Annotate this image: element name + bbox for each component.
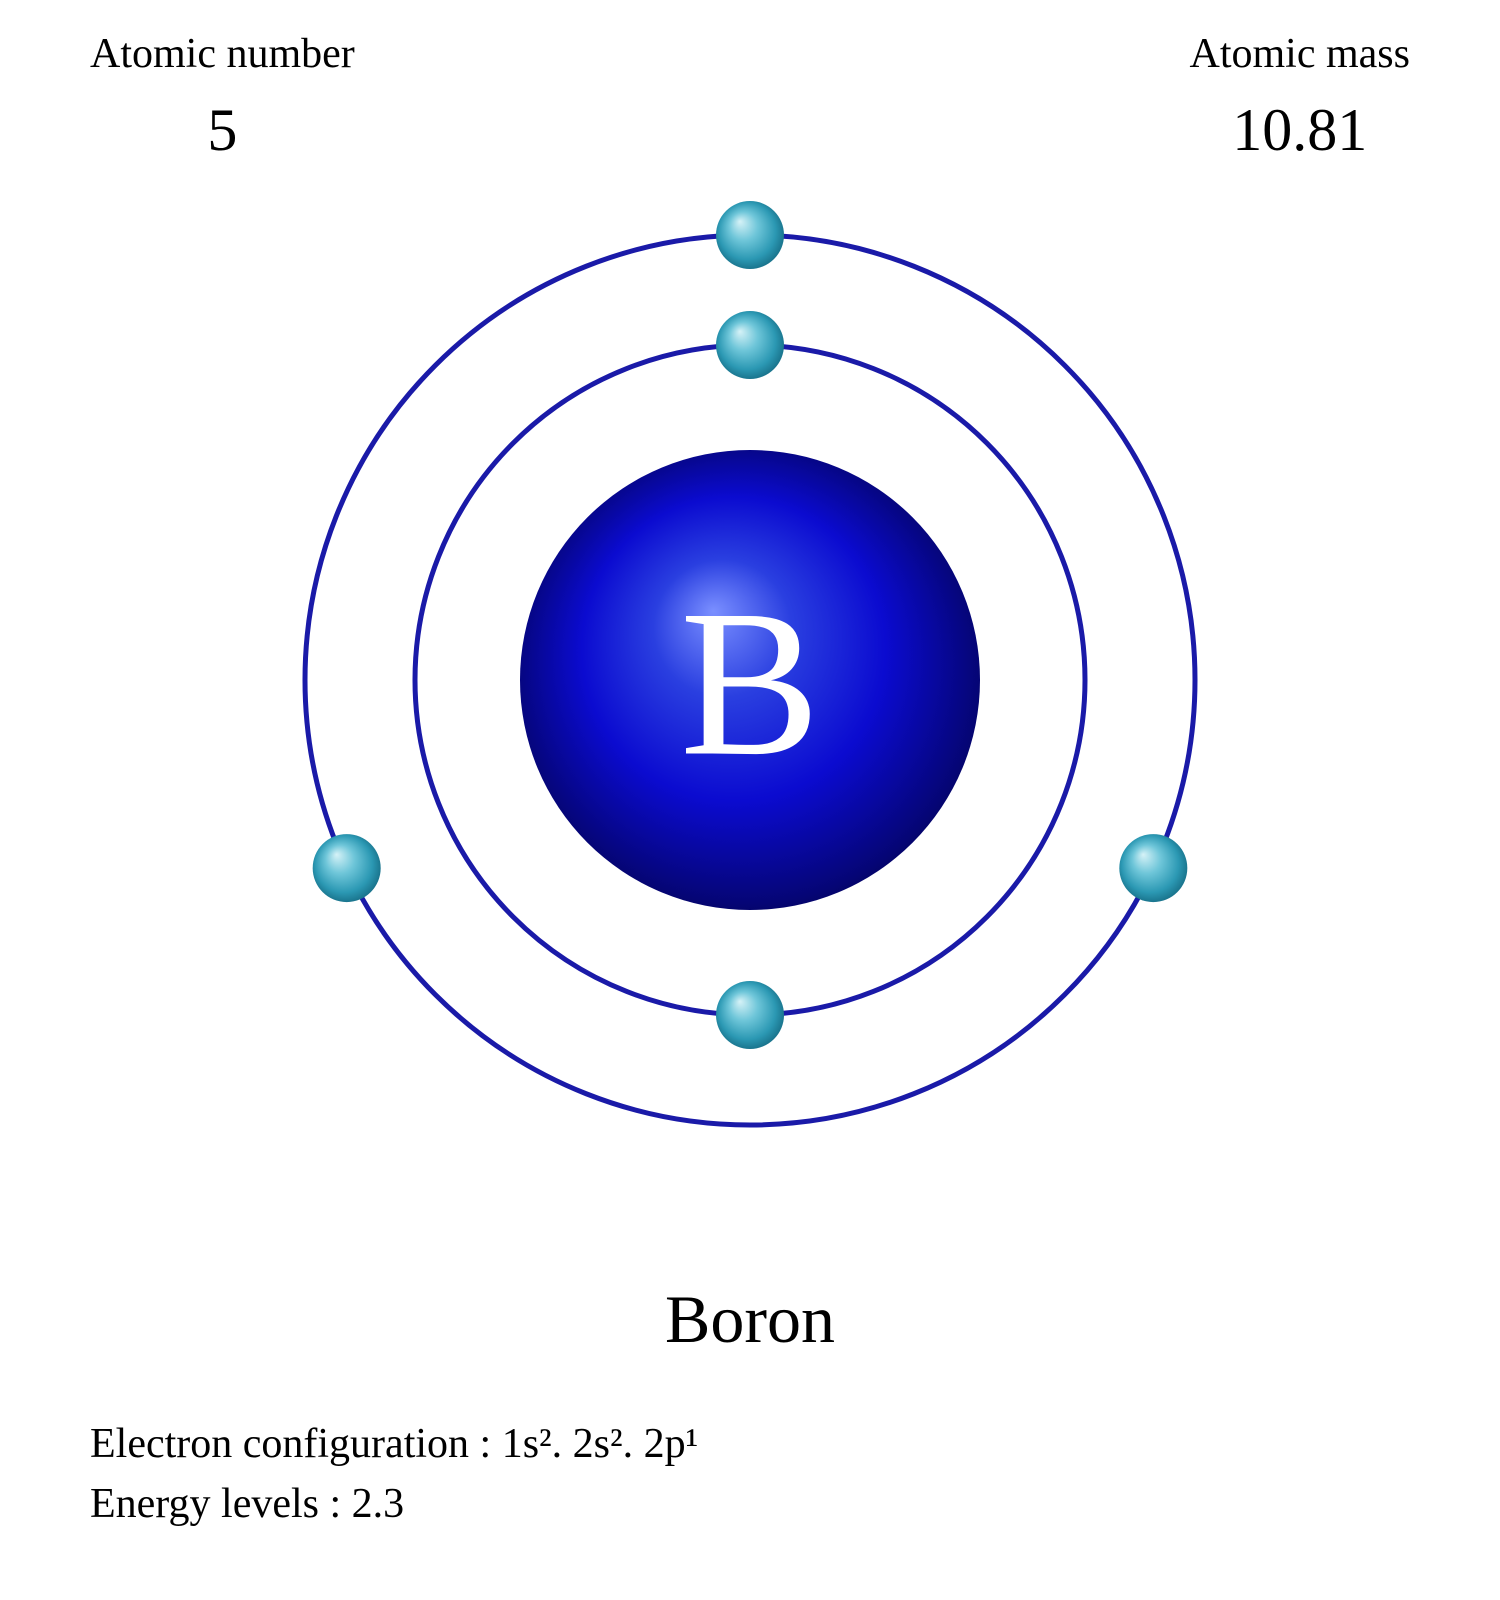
atomic-mass-title: Atomic mass: [1190, 30, 1410, 78]
atom-svg: B: [150, 80, 1350, 1280]
atom-diagram-canvas: Atomic number 5 Atomic mass 10.81 B Boro…: [0, 0, 1500, 1600]
electron-config-label: Electron configuration :: [90, 1421, 491, 1467]
electron-config-line: Electron configuration : 1s². 2s². 2p¹: [90, 1420, 698, 1468]
electron-3: [716, 201, 784, 269]
atomic-number-title: Atomic number: [90, 30, 355, 78]
energy-levels-label: Energy levels :: [90, 1481, 341, 1527]
energy-levels-line: Energy levels : 2.3: [90, 1480, 404, 1528]
electron-5: [1119, 834, 1187, 902]
element-name: Boron: [665, 1280, 835, 1359]
electron-config-value: 1s². 2s². 2p¹: [502, 1421, 698, 1467]
electron-4: [313, 834, 381, 902]
energy-levels-value: 2.3: [352, 1481, 405, 1527]
electron-1: [716, 311, 784, 379]
electron-2: [716, 981, 784, 1049]
element-symbol: B: [680, 568, 820, 800]
